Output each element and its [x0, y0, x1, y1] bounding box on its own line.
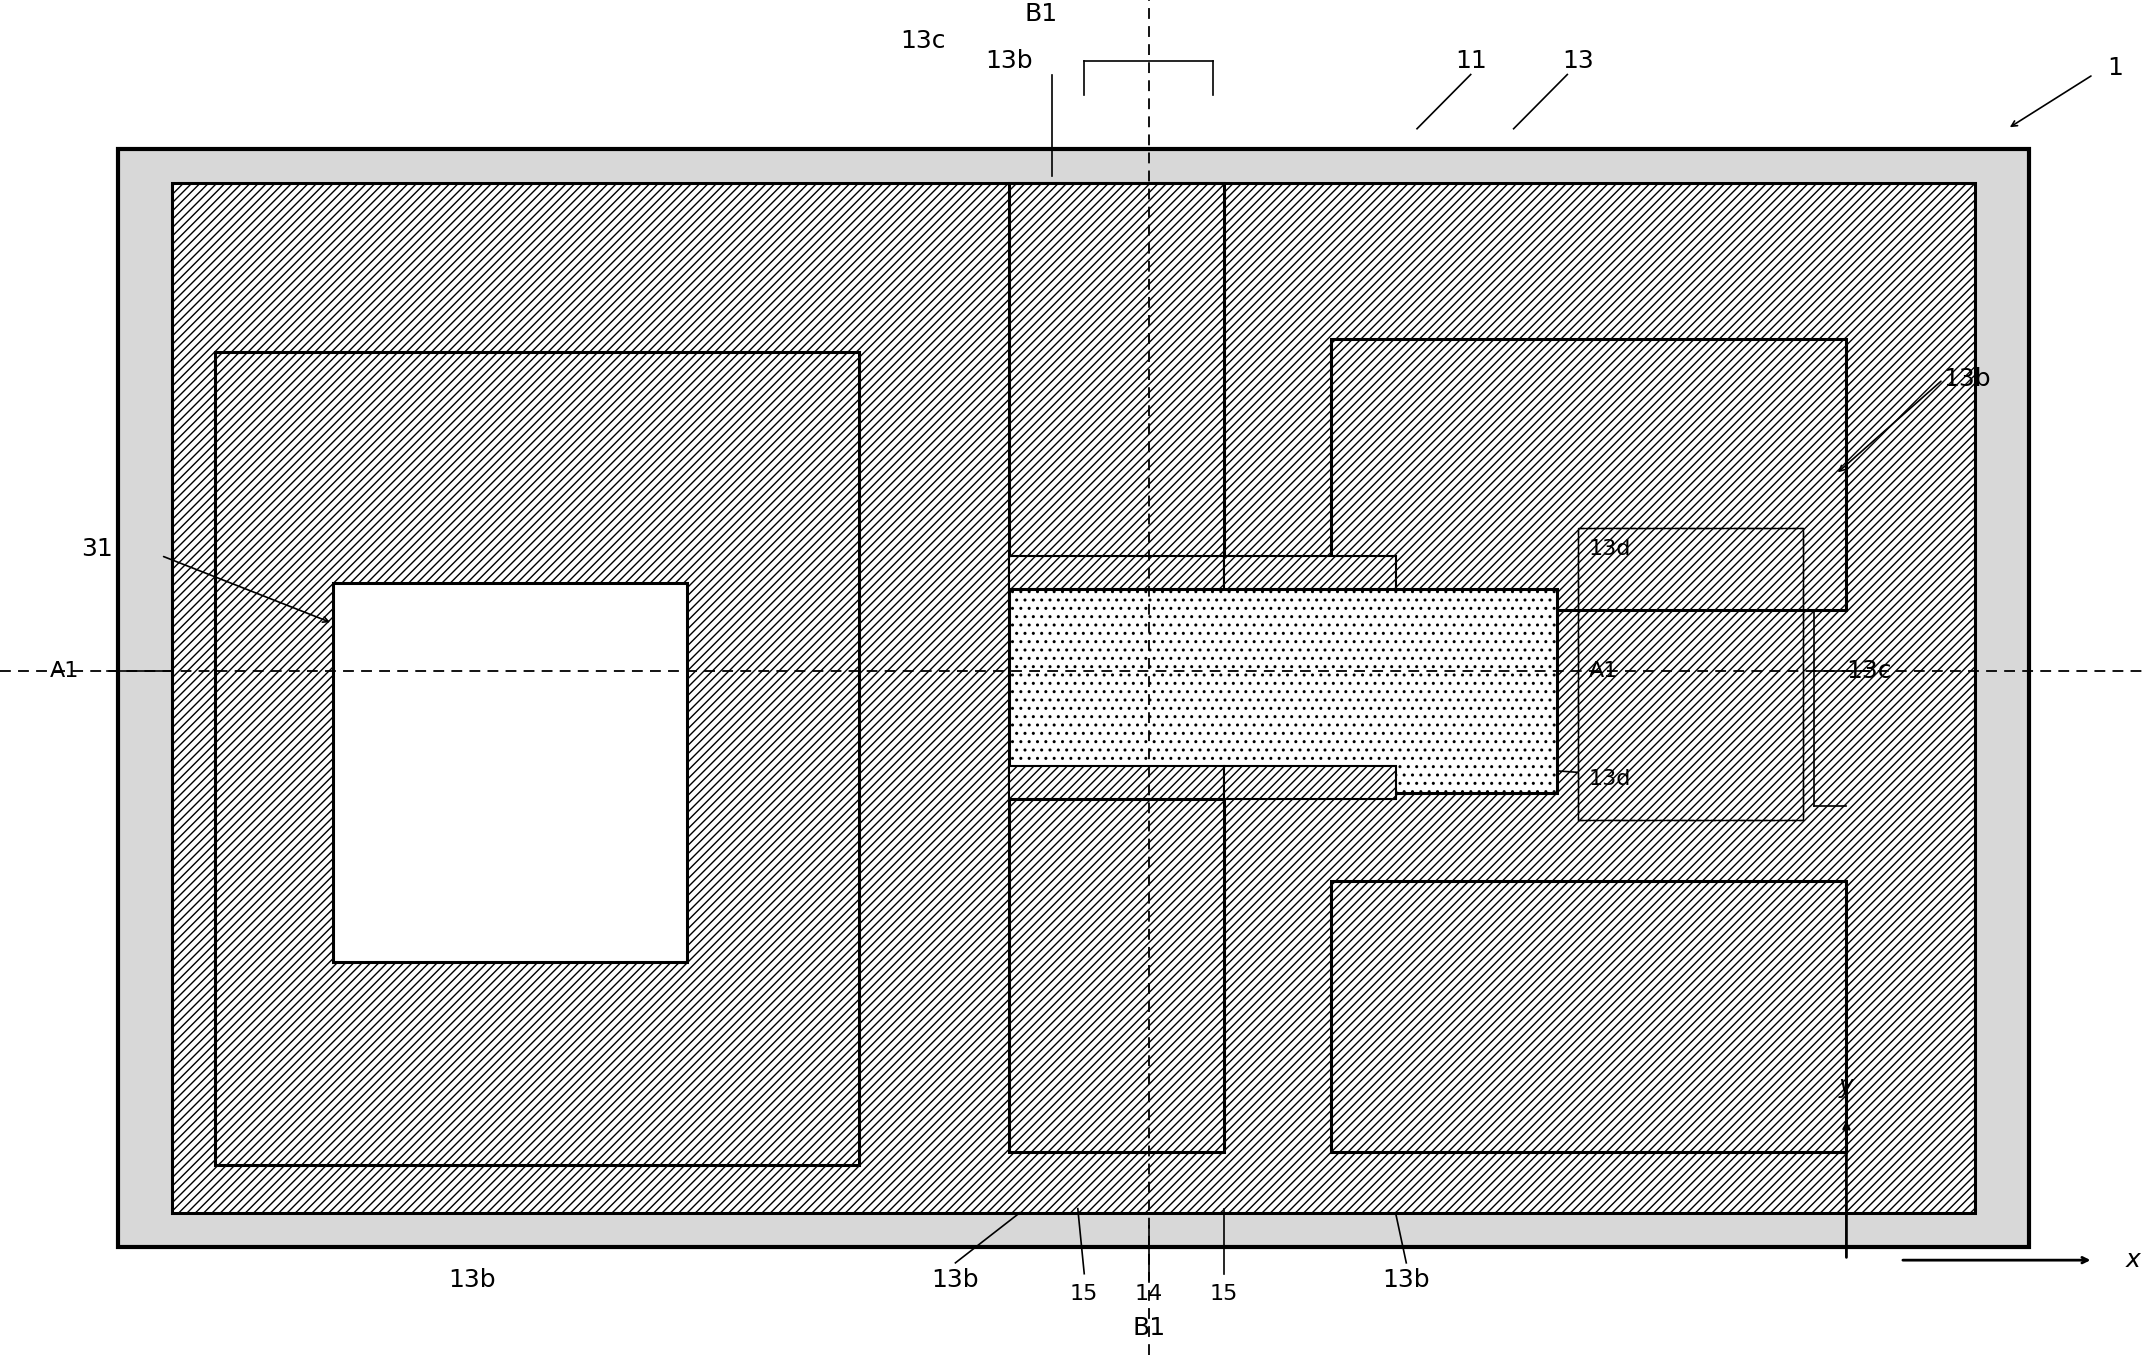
Text: 13d: 13d [1589, 539, 1632, 558]
Text: 13c: 13c [900, 28, 947, 53]
Bar [1578, 528, 1803, 820]
Bar [1009, 183, 1224, 610]
Bar [1331, 881, 1846, 1152]
Text: x: x [2126, 1248, 2141, 1272]
Text: 14: 14 [1134, 1285, 1164, 1304]
Text: 13b: 13b [1383, 1268, 1430, 1293]
Text: 31: 31 [82, 537, 112, 561]
Text: 15: 15 [1069, 1285, 1099, 1304]
Text: 11: 11 [1456, 49, 1486, 73]
Bar [118, 149, 2029, 1247]
Bar [1009, 556, 1224, 589]
Text: B1: B1 [1131, 1316, 1166, 1340]
Text: A1: A1 [49, 661, 79, 680]
Text: 13d: 13d [1589, 770, 1632, 789]
Bar [1009, 766, 1224, 799]
Text: 13b: 13b [1943, 367, 1990, 392]
Text: B1: B1 [1024, 1, 1058, 26]
Text: 13b: 13b [985, 49, 1033, 73]
Bar [1331, 339, 1846, 610]
Bar [172, 183, 1975, 1213]
Text: y: y [1840, 1073, 1853, 1098]
Text: 13: 13 [1563, 49, 1593, 73]
Text: 1: 1 [2106, 56, 2123, 80]
Bar [1009, 589, 1557, 793]
Text: 15: 15 [1209, 1285, 1239, 1304]
Bar [215, 352, 859, 1165]
Bar [1009, 799, 1224, 1152]
Bar [333, 583, 687, 962]
Bar [1224, 556, 1396, 589]
Text: 13c: 13c [1846, 659, 1892, 683]
Text: 13b: 13b [932, 1268, 979, 1293]
Text: A1: A1 [1589, 661, 1619, 680]
Text: 13b: 13b [449, 1268, 496, 1293]
Bar [1224, 766, 1396, 799]
